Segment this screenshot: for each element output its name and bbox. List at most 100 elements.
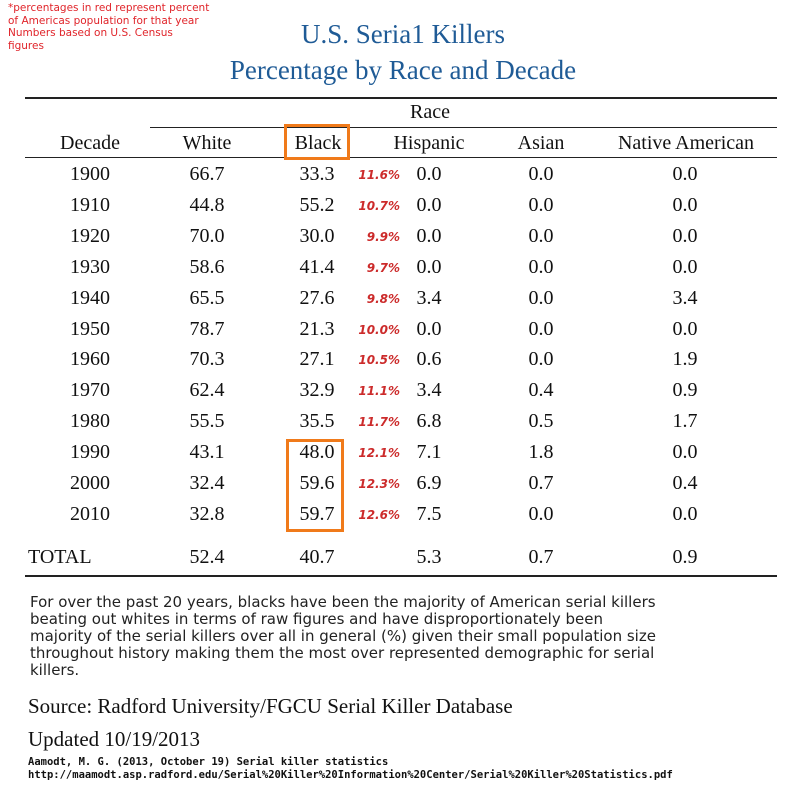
cell-white: 32.4 bbox=[189, 472, 225, 494]
cell-hispanic: 6.8 bbox=[416, 410, 442, 432]
race-group-header: Race bbox=[410, 101, 450, 123]
cell-white: 32.8 bbox=[189, 503, 225, 525]
cell-black: 21.3 bbox=[299, 318, 335, 340]
total-label: TOTAL bbox=[28, 546, 92, 568]
total-black: 40.7 bbox=[299, 546, 335, 568]
cell-white: 65.5 bbox=[189, 287, 225, 309]
cell-hispanic: 6.9 bbox=[416, 472, 442, 494]
total-white: 52.4 bbox=[189, 546, 225, 568]
note-line: *percentages in red represent percent bbox=[8, 2, 210, 14]
cell-decade: 1930 bbox=[70, 256, 110, 278]
page-subtitle: Percentage by Race and Decade bbox=[229, 55, 577, 85]
cell-black: 59.7 bbox=[299, 503, 335, 525]
cell-white: 78.7 bbox=[189, 318, 225, 340]
paragraph-line: throughout history making them the most … bbox=[30, 644, 655, 662]
cell-asian: 0.4 bbox=[528, 379, 554, 401]
cell-black: 48.0 bbox=[299, 441, 335, 463]
cell-hispanic: 3.4 bbox=[416, 379, 442, 401]
cell-white: 55.5 bbox=[189, 410, 225, 432]
cell-asian: 0.0 bbox=[528, 225, 554, 247]
updated-line: Updated 10/19/2013 bbox=[28, 727, 201, 751]
cell-white: 58.6 bbox=[189, 256, 225, 278]
column-header-black: Black bbox=[294, 132, 342, 154]
cell-decade: 1900 bbox=[70, 163, 110, 185]
cell-decade: 2000 bbox=[70, 472, 110, 494]
cell-decade: 1920 bbox=[70, 225, 110, 247]
cell-white: 62.4 bbox=[189, 379, 225, 401]
header-bottom-rule bbox=[25, 157, 777, 158]
cell-hispanic: 7.5 bbox=[416, 503, 442, 525]
black-majority-highlight-box bbox=[286, 439, 344, 532]
cell-asian: 0.0 bbox=[528, 163, 554, 185]
column-header-hispanic: Hispanic bbox=[393, 132, 465, 154]
source-line: Source: Radford University/FGCU Serial K… bbox=[28, 694, 513, 718]
cell-decade: 2010 bbox=[70, 503, 110, 525]
cell-native-american: 0.0 bbox=[672, 503, 698, 525]
cell-black: 59.6 bbox=[299, 472, 335, 494]
cell-native-american: 0.0 bbox=[672, 194, 698, 216]
cell-native-american: 3.4 bbox=[672, 287, 698, 309]
cell-white: 70.0 bbox=[189, 225, 225, 247]
cell-population-percent: 12.1% bbox=[358, 446, 400, 460]
total-native-american: 0.9 bbox=[672, 546, 698, 568]
cell-white: 70.3 bbox=[189, 348, 225, 370]
cell-native-american: 0.0 bbox=[672, 318, 698, 340]
cell-black: 30.0 bbox=[299, 225, 335, 247]
cell-native-american: 0.0 bbox=[672, 256, 698, 278]
cell-population-percent: 12.3% bbox=[358, 477, 400, 491]
cell-decade: 1940 bbox=[70, 287, 110, 309]
cell-population-percent: 10.0% bbox=[358, 323, 400, 337]
cell-native-american: 0.4 bbox=[672, 472, 698, 494]
column-header-white: White bbox=[182, 132, 232, 154]
cell-asian: 1.8 bbox=[528, 441, 554, 463]
citation: Aamodt, M. G. (2013, October 19) Serial … bbox=[28, 756, 673, 782]
cell-population-percent: 10.5% bbox=[358, 353, 400, 367]
cell-black: 32.9 bbox=[299, 379, 335, 401]
cell-hispanic: 0.0 bbox=[416, 256, 442, 278]
cell-decade: 1980 bbox=[70, 410, 110, 432]
cell-decade: 1970 bbox=[70, 379, 110, 401]
cell-asian: 0.0 bbox=[528, 256, 554, 278]
cell-decade: 1910 bbox=[70, 194, 110, 216]
cell-asian: 0.0 bbox=[528, 194, 554, 216]
cell-population-percent: 11.7% bbox=[358, 415, 400, 429]
column-header-decade: Decade bbox=[60, 132, 120, 154]
cell-white: 66.7 bbox=[189, 163, 225, 185]
note-line: figures bbox=[8, 39, 44, 52]
cell-population-percent: 9.9% bbox=[366, 230, 400, 244]
cell-decade: 1950 bbox=[70, 318, 110, 340]
cell-asian: 0.0 bbox=[528, 348, 554, 370]
citation-url: http://maamodt.asp.radford.edu/Serial%20… bbox=[28, 769, 673, 781]
note-line: Numbers based on U.S. Census bbox=[8, 27, 173, 39]
paragraph-line: majority of the serial killers over all … bbox=[30, 627, 656, 645]
cell-white: 43.1 bbox=[189, 441, 225, 463]
cell-black: 35.5 bbox=[299, 410, 335, 432]
cell-hispanic: 0.0 bbox=[416, 163, 442, 185]
total-hispanic: 5.3 bbox=[416, 546, 442, 568]
cell-decade: 1960 bbox=[70, 348, 110, 370]
cell-population-percent: 9.7% bbox=[366, 261, 400, 275]
race-group-rule bbox=[150, 127, 777, 128]
cell-population-percent: 12.6% bbox=[358, 508, 400, 522]
commentary-paragraph: For over the past 20 years, blacks have … bbox=[30, 594, 770, 679]
paragraph-line: beating out whites in terms of raw figur… bbox=[30, 610, 603, 628]
column-header-native-american: Native American bbox=[617, 132, 755, 154]
cell-population-percent: 11.6% bbox=[358, 168, 400, 182]
table-bottom-rule bbox=[25, 575, 777, 577]
cell-native-american: 0.9 bbox=[672, 379, 698, 401]
cell-asian: 0.0 bbox=[528, 318, 554, 340]
cell-asian: 0.0 bbox=[528, 287, 554, 309]
population-note: *percentages in red represent percent of… bbox=[8, 2, 248, 52]
cell-black: 55.2 bbox=[299, 194, 335, 216]
cell-population-percent: 11.1% bbox=[358, 384, 400, 398]
table-top-rule bbox=[25, 97, 777, 99]
citation-author: Aamodt, M. G. (2013, October 19) Serial … bbox=[28, 756, 389, 768]
cell-population-percent: 10.7% bbox=[358, 199, 400, 213]
cell-decade: 1990 bbox=[70, 441, 110, 463]
cell-black: 33.3 bbox=[299, 163, 335, 185]
cell-asian: 0.0 bbox=[528, 503, 554, 525]
cell-black: 41.4 bbox=[299, 256, 335, 278]
total-asian: 0.7 bbox=[528, 546, 554, 568]
cell-asian: 0.5 bbox=[528, 410, 554, 432]
cell-native-american: 1.7 bbox=[672, 410, 698, 432]
